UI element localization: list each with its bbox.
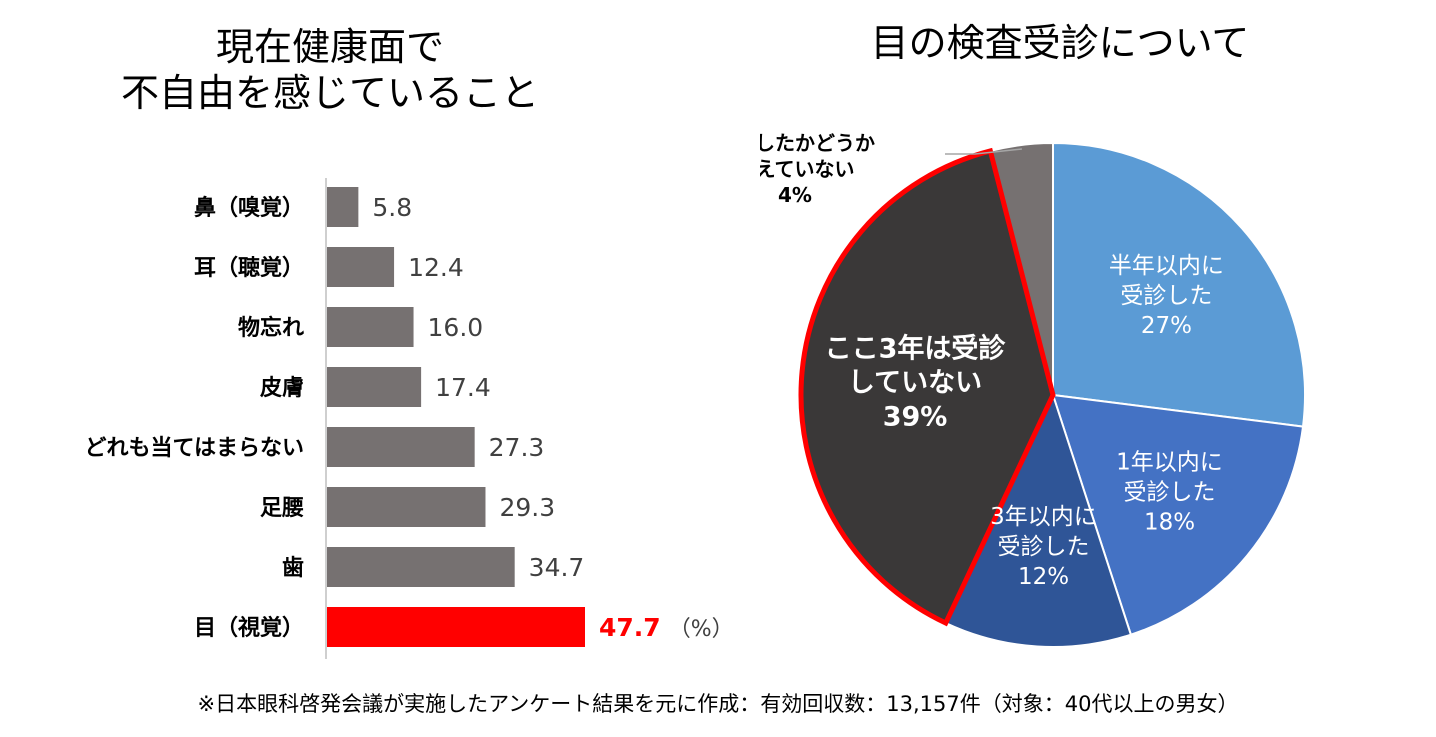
bar-chart-title-line-2: 不自由を感じていること: [120, 71, 539, 115]
bar-value-label: 29.3: [499, 493, 555, 522]
bar-value-label: 12.4: [408, 253, 464, 282]
bar-value-label: 17.4: [435, 373, 491, 402]
bar: [327, 487, 486, 527]
bar-category-label: 歯: [282, 555, 304, 581]
bar-row: 足腰 29.3: [260, 487, 555, 527]
bar-value-label: 34.7: [529, 553, 585, 582]
bar-chart: 鼻（嗅覚） 5.8 耳（聴覚） 12.4 物忘れ 16.0 皮膚 17.4 どれも当てはまらない…: [84, 178, 734, 659]
bar: [327, 427, 475, 467]
pie-chart-title: 目の検査受診について: [870, 21, 1250, 65]
pie-slice-label: 1年以内に受診した 18%: [1116, 449, 1223, 535]
bar-chart-title-line-1: 現在健康面で: [215, 25, 444, 69]
bar: [327, 307, 414, 347]
bar-row: 耳（聴覚） 12.4: [194, 247, 464, 287]
bar: [327, 367, 422, 407]
pie-slice: [944, 392, 1133, 648]
bar-category-label: 皮膚: [260, 375, 304, 401]
pie-slice-highlight-outline: [798, 147, 1056, 627]
bar-row: 鼻（嗅覚） 5.8: [194, 187, 412, 227]
pie-slice-label: 半年以内に受診した 27%: [1109, 253, 1224, 339]
pie-slice: [1051, 393, 1305, 636]
bar-highlight: [327, 607, 585, 647]
bar-row: 歯 34.7: [282, 547, 584, 587]
bar-value-label: 47.7: [599, 613, 661, 642]
bar-value-label: 5.8: [372, 193, 412, 222]
pie-slice-label: 3年以内に受診した 12%: [990, 504, 1097, 590]
bar-value-label: 16.0: [428, 313, 484, 342]
bar-row: 物忘れ 16.0: [238, 307, 483, 347]
pie-callout-line: [945, 148, 1022, 155]
bar-category-label: 耳（聴覚）: [194, 255, 304, 281]
bar-row: 目（視覚） 47.7 （%）: [194, 607, 734, 647]
bar: [327, 187, 359, 227]
pie-slice: [1052, 141, 1306, 428]
bar-category-label: 目（視覚）: [194, 615, 304, 641]
bar: [327, 247, 395, 287]
pie-slice-label: ここ3年は受診していない 39%: [825, 332, 1007, 432]
bar-row: 皮膚 17.4: [260, 367, 491, 407]
footnote: ※日本眼科啓発会議が実施したアンケート結果を元に作成：有効回収数：13,157件…: [197, 692, 1239, 716]
bar-row: どれも当てはまらない 27.3: [84, 427, 544, 467]
bar-category-label: 物忘れ: [238, 315, 304, 341]
bar-unit-label: （%）: [669, 617, 734, 642]
bar-chart-title: 現在健康面で 不自由を感じていること: [60, 24, 600, 116]
bar-value-label: 27.3: [489, 433, 545, 462]
pie-chart: 半年以内に受診した 27% 1年以内に受診した 18%3年以内に受診した 12% ここ3年…: [760, 131, 1306, 648]
bar-category-label: 鼻（嗅覚）: [194, 195, 304, 221]
bar-category-label: 足腰: [260, 496, 304, 521]
pie-slice-label: 受診したかどうか覚えていない4%: [760, 131, 875, 207]
bar-category-label: どれも当てはまらない: [84, 436, 304, 461]
bar: [327, 547, 515, 587]
